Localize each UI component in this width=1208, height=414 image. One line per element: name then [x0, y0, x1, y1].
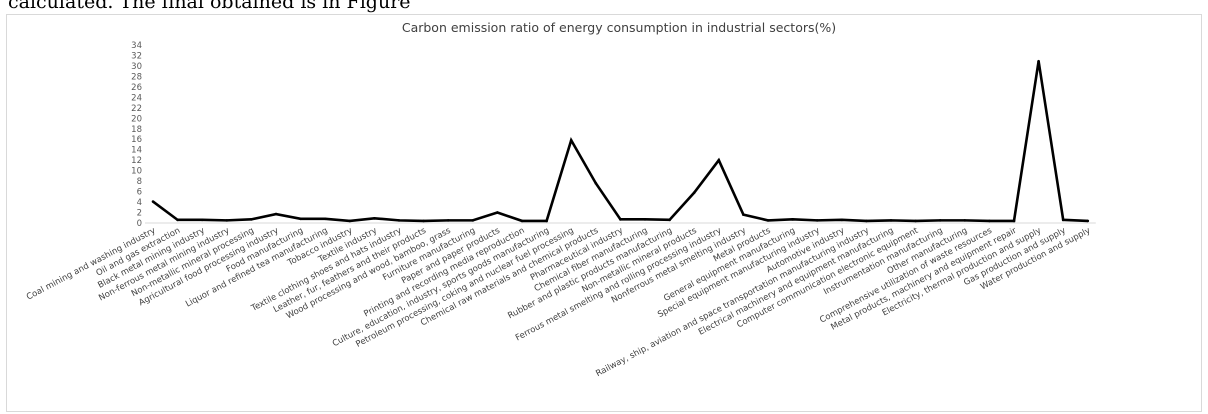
- data-point: [988, 219, 991, 223]
- data-point: [889, 219, 893, 222]
- y-tick-label: 6: [137, 188, 142, 198]
- data-point: [668, 218, 671, 222]
- data-point: [446, 219, 450, 222]
- series-group: [151, 59, 1090, 223]
- y-tick-label: 34: [131, 41, 142, 51]
- data-point: [176, 218, 179, 222]
- data-point: [1037, 59, 1040, 63]
- data-point: [1086, 219, 1090, 223]
- y-tick-label: 4: [137, 198, 142, 208]
- data-point: [422, 219, 425, 223]
- y-tick-label: 2: [137, 209, 142, 219]
- y-tick-label: 30: [131, 62, 142, 72]
- line-chart: Carbon emission ratio of energy consumpt…: [25, 20, 1096, 380]
- data-point: [151, 200, 155, 203]
- y-tick-label: 8: [137, 177, 142, 187]
- chart-area: Carbon emission ratio of energy consumpt…: [6, 14, 1202, 412]
- data-point: [397, 219, 401, 222]
- y-tick-label: 24: [131, 93, 142, 103]
- data-point: [1061, 218, 1065, 222]
- data-point: [692, 191, 696, 194]
- data-point: [619, 218, 622, 221]
- y-tick-label: 22: [131, 104, 142, 114]
- data-point: [914, 219, 917, 223]
- data-point: [545, 219, 548, 223]
- y-tick-label: 18: [131, 125, 142, 135]
- data-point: [742, 213, 745, 216]
- data-point: [496, 211, 499, 214]
- y-tick-label: 12: [131, 156, 142, 166]
- data-point: [815, 219, 819, 222]
- chart-title: Carbon emission ratio of energy consumpt…: [402, 20, 836, 35]
- data-point: [520, 219, 524, 223]
- data-point: [963, 219, 967, 222]
- y-tick-label: 26: [131, 83, 142, 93]
- data-point: [569, 138, 573, 142]
- data-point: [225, 219, 229, 222]
- data-point: [348, 219, 352, 223]
- data-point: [717, 158, 721, 162]
- data-point: [594, 181, 598, 185]
- data-point: [200, 218, 204, 222]
- data-point: [299, 217, 302, 221]
- data-point: [274, 212, 278, 216]
- data-point: [250, 218, 253, 221]
- data-point: [373, 216, 376, 220]
- caption-fragment: calculated. The final obtained is in Fig…: [0, 0, 1208, 13]
- y-tick-label: 10: [131, 167, 142, 177]
- series-line: [152, 61, 1088, 223]
- data-point: [766, 219, 770, 222]
- caption-text: calculated. The final obtained is in Fig…: [8, 0, 411, 13]
- y-tick-label: 28: [131, 72, 142, 82]
- y-tick-label: 32: [131, 51, 142, 61]
- data-point: [938, 219, 942, 222]
- data-point: [323, 217, 327, 221]
- y-tick-label: 0: [137, 219, 142, 229]
- data-point: [471, 219, 475, 222]
- data-point: [791, 218, 794, 221]
- data-point: [840, 218, 844, 222]
- y-tick-label: 14: [131, 146, 142, 156]
- data-point: [865, 219, 868, 223]
- data-point: [1012, 219, 1016, 223]
- data-point: [643, 218, 647, 221]
- y-tick-label: 16: [131, 135, 142, 145]
- y-tick-label: 20: [131, 114, 142, 124]
